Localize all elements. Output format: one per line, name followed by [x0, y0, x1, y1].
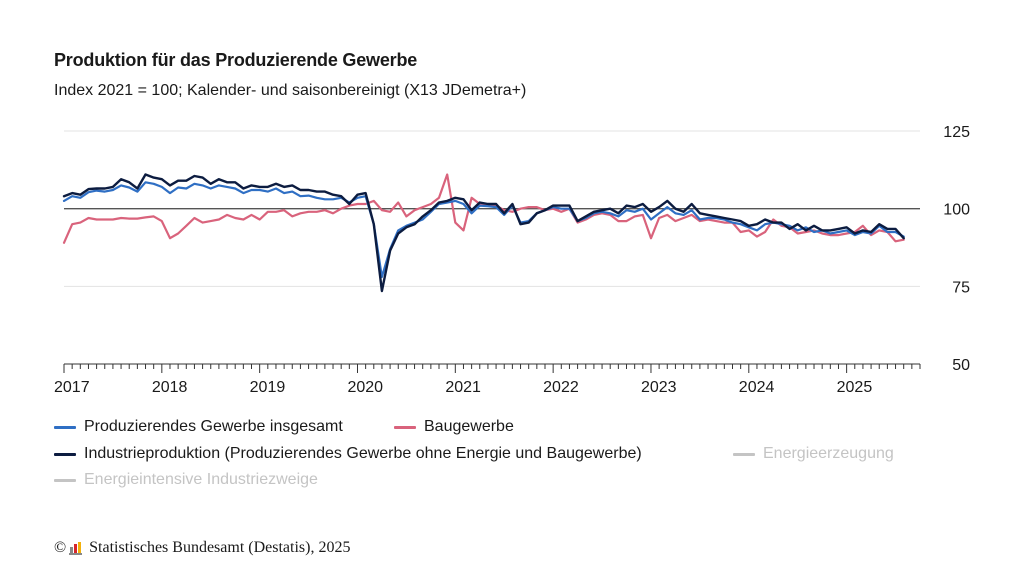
- x-tick-label: 2019: [250, 379, 286, 396]
- x-tick-label: 2020: [347, 379, 383, 396]
- legend-item-industrieproduktion[interactable]: Industrieproduktion (Produzierendes Gewe…: [54, 445, 642, 463]
- legend-label: Industrieproduktion (Produzierendes Gewe…: [84, 445, 642, 462]
- legend-label: Baugewerbe: [424, 418, 514, 435]
- series-line-produzierendes-gewerbe: [62, 181, 905, 279]
- footer-source[interactable]: Statistisches Bundesamt (Destatis), 2025: [89, 539, 351, 556]
- x-tick-label: 2018: [152, 379, 188, 396]
- legend-swatch: [54, 425, 76, 429]
- legend-label: Produzierendes Gewerbe insgesamt: [84, 418, 343, 435]
- footer: © Statistisches Bundesamt (Destatis), 20…: [54, 539, 350, 557]
- y-tick-label: 125: [943, 124, 970, 141]
- x-tick-label: 2017: [54, 379, 90, 396]
- x-tick-label: 2023: [641, 379, 677, 396]
- chart-subtitle: Index 2021 = 100; Kalender- und saisonbe…: [54, 82, 527, 99]
- y-tick-label: 100: [943, 202, 970, 219]
- x-tick-label: 2024: [739, 379, 775, 396]
- legend-swatch: [394, 425, 416, 429]
- y-tick-label: 75: [952, 279, 970, 296]
- legend-swatch: [733, 452, 755, 456]
- legend-item-energieintensive-industriezweige[interactable]: Energieintensive Industriezweige: [54, 471, 318, 489]
- x-tick-label: 2021: [445, 379, 481, 396]
- destatis-logo-icon: [69, 541, 85, 555]
- series-line-industrieproduktion: [62, 173, 905, 293]
- legend-label: Energieerzeugung: [763, 445, 894, 462]
- x-tick-label: 2025: [837, 379, 873, 396]
- chart-title: Produktion für das Produzierende Gewerbe: [54, 50, 418, 70]
- copyright-symbol: ©: [54, 539, 67, 556]
- y-tick-label: 50: [952, 357, 970, 374]
- line-chart: 50 75 100 125 2017 2018 2019 2020 2021 2022 2023 20…: [54, 124, 970, 396]
- legend-item-energieerzeugung[interactable]: Energieerzeugung: [733, 445, 894, 463]
- legend-swatch: [54, 478, 76, 482]
- legend-item-baugewerbe[interactable]: Baugewerbe: [394, 418, 514, 436]
- legend-item-produzierendes-gewerbe[interactable]: Produzierendes Gewerbe insgesamt: [54, 418, 343, 436]
- x-tick-label: 2022: [543, 379, 579, 396]
- legend-swatch: [54, 452, 76, 456]
- legend-label: Energieintensive Industriezweige: [84, 471, 318, 488]
